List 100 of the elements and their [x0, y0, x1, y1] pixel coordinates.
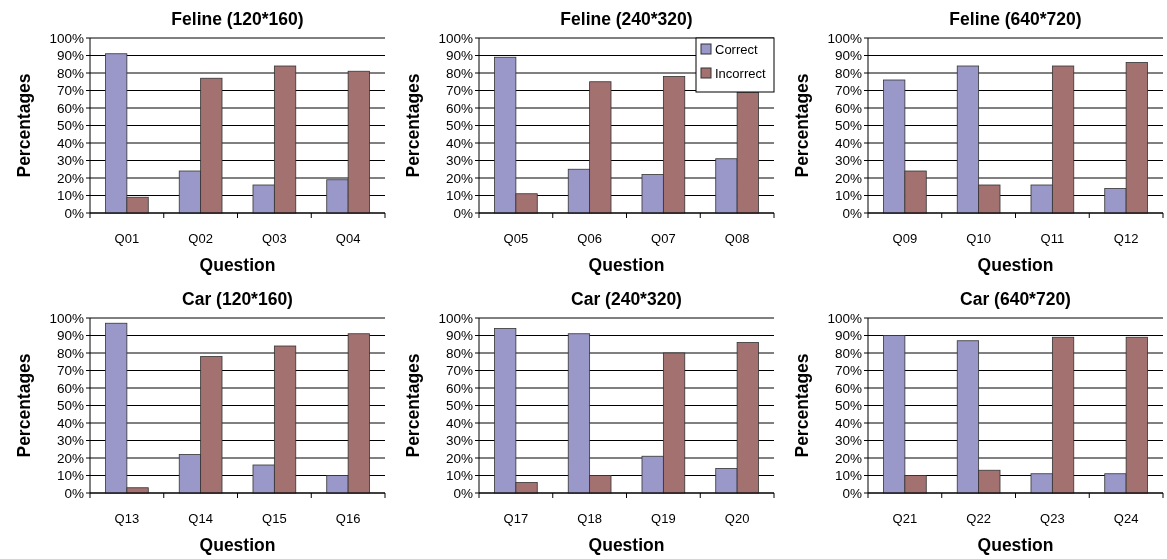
y-tick-label: 100% [49, 30, 84, 46]
chart-title: Feline (120*160) [171, 9, 304, 29]
y-tick-label: 60% [834, 380, 862, 396]
chart-title: Car (240*320) [571, 289, 682, 309]
y-tick-label: 30% [445, 153, 473, 169]
y-tick-label: 60% [56, 100, 84, 116]
y-tick-label: 90% [56, 48, 84, 64]
y-tick-label: 90% [445, 328, 473, 344]
x-tick-label: Q23 [1040, 511, 1065, 526]
y-tick-label: 10% [834, 468, 862, 484]
y-tick-label: 70% [445, 363, 473, 379]
y-axis-title: Percentages [792, 353, 812, 458]
y-tick-label: 30% [834, 433, 862, 449]
y-tick-label: 30% [445, 433, 473, 449]
y-tick-label: 30% [56, 153, 84, 169]
y-tick-label: 40% [56, 415, 84, 431]
y-tick-label: 60% [445, 100, 473, 116]
y-tick-label: 0% [453, 485, 473, 501]
x-axis-title: Question [199, 535, 276, 555]
y-tick-label: 100% [49, 310, 84, 326]
y-tick-label: 40% [445, 135, 473, 151]
y-tick-label: 0% [64, 205, 84, 221]
y-tick-label: 100% [827, 310, 862, 326]
x-tick-label: Q17 [503, 511, 529, 526]
y-tick-label: 90% [56, 328, 84, 344]
x-tick-label: Q09 [892, 231, 918, 246]
x-tick-label: Q20 [724, 511, 750, 526]
y-tick-label: 40% [56, 135, 84, 151]
y-tick-label: 90% [834, 328, 862, 344]
x-tick-label: Q19 [651, 511, 676, 526]
y-tick-label: 100% [827, 30, 862, 46]
y-tick-label: 100% [438, 310, 473, 326]
y-tick-label: 80% [56, 65, 84, 81]
y-tick-label: 50% [445, 118, 473, 134]
y-axis-title: Percentages [14, 73, 34, 178]
y-tick-label: 70% [56, 363, 84, 379]
x-tick-label: Q15 [262, 511, 287, 526]
y-tick-label: 10% [56, 468, 84, 484]
x-tick-label: Q07 [651, 231, 676, 246]
x-tick-label: Q08 [724, 231, 750, 246]
y-tick-label: 80% [56, 345, 84, 361]
y-tick-label: 20% [445, 450, 473, 466]
chart-title: Feline (640*720) [949, 9, 1082, 29]
y-tick-label: 50% [56, 118, 84, 134]
x-axis-title: Question [977, 255, 1054, 275]
x-tick-label: Q06 [577, 231, 602, 246]
x-tick-label: Q13 [114, 511, 140, 526]
x-axis-title: Question [199, 255, 276, 275]
y-tick-label: 90% [834, 48, 862, 64]
y-tick-label: 30% [56, 433, 84, 449]
x-tick-label: Q18 [577, 511, 602, 526]
x-tick-label: Q02 [188, 231, 213, 246]
y-tick-label: 0% [842, 485, 862, 501]
y-axis-title: Percentages [403, 353, 423, 458]
legend-label: Correct [715, 41, 759, 57]
chart-title: Car (120*160) [182, 289, 293, 309]
y-tick-label: 60% [56, 380, 84, 396]
x-tick-label: Q22 [966, 511, 991, 526]
y-tick-label: 20% [56, 170, 84, 186]
y-tick-label: 10% [445, 468, 473, 484]
y-tick-label: 50% [56, 398, 84, 414]
y-tick-label: 80% [445, 345, 473, 361]
y-tick-label: 40% [834, 135, 862, 151]
y-tick-label: 80% [445, 65, 473, 81]
y-tick-label: 20% [445, 170, 473, 186]
y-tick-label: 70% [834, 83, 862, 99]
x-tick-label: Q10 [966, 231, 991, 246]
chart-title: Car (640*720) [960, 289, 1071, 309]
y-tick-label: 60% [834, 100, 862, 116]
y-axis-title: Percentages [792, 73, 812, 178]
y-tick-label: 0% [842, 205, 862, 221]
x-tick-label: Q01 [114, 231, 140, 246]
y-tick-label: 30% [834, 153, 862, 169]
x-tick-label: Q16 [335, 511, 361, 526]
y-tick-label: 70% [834, 363, 862, 379]
legend-label: Incorrect [715, 65, 766, 81]
y-tick-label: 90% [445, 48, 473, 64]
x-tick-label: Q24 [1113, 511, 1139, 526]
x-tick-label: Q14 [188, 511, 213, 526]
x-axis-title: Question [588, 535, 665, 555]
x-tick-label: Q11 [1040, 231, 1065, 246]
y-axis-title: Percentages [403, 73, 423, 178]
y-tick-label: 100% [438, 30, 473, 46]
x-tick-label: Q05 [503, 231, 529, 246]
x-tick-label: Q03 [262, 231, 287, 246]
y-axis-title: Percentages [14, 353, 34, 458]
y-tick-label: 80% [834, 65, 862, 81]
y-tick-label: 50% [834, 118, 862, 134]
y-tick-label: 70% [56, 83, 84, 99]
x-tick-label: Q21 [892, 511, 918, 526]
y-tick-label: 70% [445, 83, 473, 99]
y-tick-label: 10% [834, 188, 862, 204]
y-tick-label: 0% [64, 485, 84, 501]
x-axis-title: Question [588, 255, 665, 275]
y-tick-label: 20% [834, 170, 862, 186]
x-tick-label: Q04 [335, 231, 361, 246]
x-tick-label: Q12 [1113, 231, 1139, 246]
y-tick-label: 10% [56, 188, 84, 204]
x-axis-title: Question [977, 535, 1054, 555]
y-tick-label: 0% [453, 205, 473, 221]
